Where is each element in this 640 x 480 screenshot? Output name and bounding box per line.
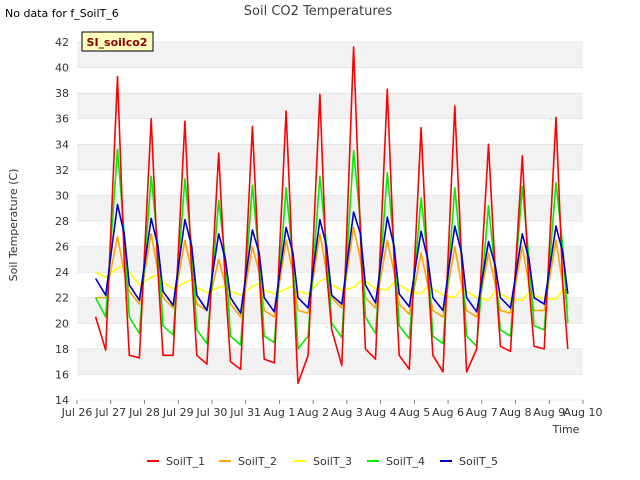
legend: SoilT_1 SoilT_2 SoilT_3 SoilT_4 SoilT_5 bbox=[147, 455, 498, 468]
y-tick-label: 28 bbox=[55, 215, 69, 228]
no-data-note: No data for f_SoilT_6 bbox=[5, 7, 119, 20]
series-lines bbox=[94, 46, 569, 385]
x-tick-label: Aug 9 bbox=[533, 406, 565, 419]
y-tick-label: 36 bbox=[55, 113, 69, 126]
series-line-SoilT_5 bbox=[94, 203, 569, 314]
y-tick-label: 38 bbox=[55, 87, 69, 100]
site-label-text: SI_soilco2 bbox=[87, 36, 148, 49]
site-label-box: SI_soilco2 bbox=[81, 31, 154, 52]
x-tick-label: Jul 28 bbox=[128, 406, 160, 419]
legend-label: SoilT_2 bbox=[238, 455, 277, 468]
y-tick-label: 18 bbox=[55, 343, 69, 356]
x-tick-label: Jul 31 bbox=[229, 406, 261, 419]
x-tick-label: Aug 5 bbox=[398, 406, 430, 419]
y-tick-label: 20 bbox=[55, 317, 69, 330]
plot-background-bands bbox=[77, 41, 583, 401]
y-tick-label: 16 bbox=[55, 368, 69, 381]
x-tick-label: Jul 29 bbox=[162, 406, 194, 419]
x-tick-label: Aug 4 bbox=[365, 406, 397, 419]
x-tick-label: Aug 2 bbox=[297, 406, 329, 419]
legend-label: SoilT_5 bbox=[459, 455, 498, 468]
legend-label: SoilT_3 bbox=[313, 455, 352, 468]
y-tick-label: 32 bbox=[55, 164, 69, 177]
x-tick-label: Aug 8 bbox=[500, 406, 532, 419]
x-tick-label: Aug 3 bbox=[331, 406, 363, 419]
x-axis-ticks: Jul 26 Jul 27 Jul 28 Jul 29 Jul 30 Jul 31 Aug … bbox=[61, 400, 603, 419]
y-tick-label: 34 bbox=[55, 138, 69, 151]
y-axis-ticks: 14 16 18 20 22 24 26 28 30 32 34 36 38 40 42 bbox=[55, 36, 69, 407]
x-tick-label: Jul 27 bbox=[94, 406, 126, 419]
y-axis-label: Soil Temperature (C) bbox=[7, 169, 20, 282]
x-axis-label: Time bbox=[552, 423, 580, 436]
x-tick-label: Aug 10 bbox=[564, 406, 603, 419]
y-tick-label: 42 bbox=[55, 36, 69, 49]
y-tick-label: 22 bbox=[55, 292, 69, 305]
y-tick-label: 14 bbox=[55, 394, 69, 407]
x-tick-label: Jul 30 bbox=[196, 406, 228, 419]
y-tick-label: 30 bbox=[55, 189, 69, 202]
y-tick-label: 26 bbox=[55, 241, 69, 254]
y-tick-label: 40 bbox=[55, 62, 69, 75]
x-tick-label: Aug 1 bbox=[263, 406, 295, 419]
x-tick-label: Aug 7 bbox=[466, 406, 498, 419]
legend-label: SoilT_1 bbox=[166, 455, 205, 468]
x-tick-label: Aug 6 bbox=[432, 406, 464, 419]
chart-title: Soil CO2 Temperatures bbox=[244, 4, 393, 19]
y-tick-label: 24 bbox=[55, 266, 69, 279]
x-tick-label: Jul 26 bbox=[61, 406, 93, 419]
legend-label: SoilT_4 bbox=[386, 455, 425, 468]
